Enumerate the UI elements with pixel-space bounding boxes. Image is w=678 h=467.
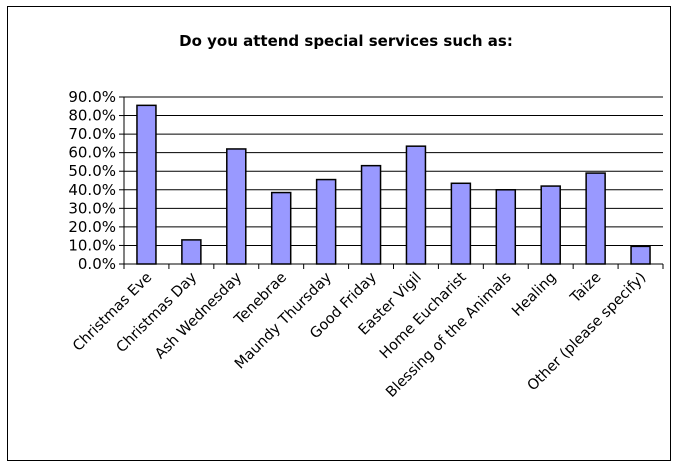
- bar: [630, 245, 651, 265]
- x-tick-label: Christmas Eve: [70, 269, 155, 354]
- y-tick-labels: 0.0%10.0%20.0%30.0%40.0%50.0%60.0%70.0%8…: [68, 88, 116, 273]
- x-tick-label: Healing: [509, 270, 559, 320]
- bar: [226, 148, 247, 265]
- gridlines: [124, 96, 663, 246]
- bars: [136, 104, 651, 265]
- bar: [585, 172, 606, 265]
- x-tick-label: Christmas Day: [114, 269, 201, 356]
- bar: [540, 185, 561, 265]
- y-tick-label: 70.0%: [68, 125, 116, 143]
- bar: [315, 178, 337, 265]
- axes: [119, 96, 664, 269]
- bar: [450, 182, 472, 265]
- y-tick-label: 80.0%: [68, 107, 116, 125]
- bar: [181, 239, 202, 265]
- y-tick-label: 10.0%: [68, 236, 116, 254]
- y-tick-label: 20.0%: [68, 218, 116, 236]
- x-tick-label: Taize: [567, 269, 604, 306]
- y-tick-label: 40.0%: [68, 181, 116, 199]
- y-tick-label: 0.0%: [78, 255, 116, 273]
- y-tick-label: 60.0%: [68, 144, 116, 162]
- chart-title: Do you attend special services such as:: [179, 32, 513, 50]
- bar: [270, 191, 292, 265]
- y-tick-label: 50.0%: [68, 162, 116, 180]
- bar: [495, 189, 517, 265]
- bar: [136, 104, 157, 265]
- y-tick-label: 90.0%: [68, 88, 116, 106]
- bar: [360, 164, 382, 265]
- y-tick-label: 30.0%: [68, 199, 116, 217]
- bar: [405, 145, 427, 265]
